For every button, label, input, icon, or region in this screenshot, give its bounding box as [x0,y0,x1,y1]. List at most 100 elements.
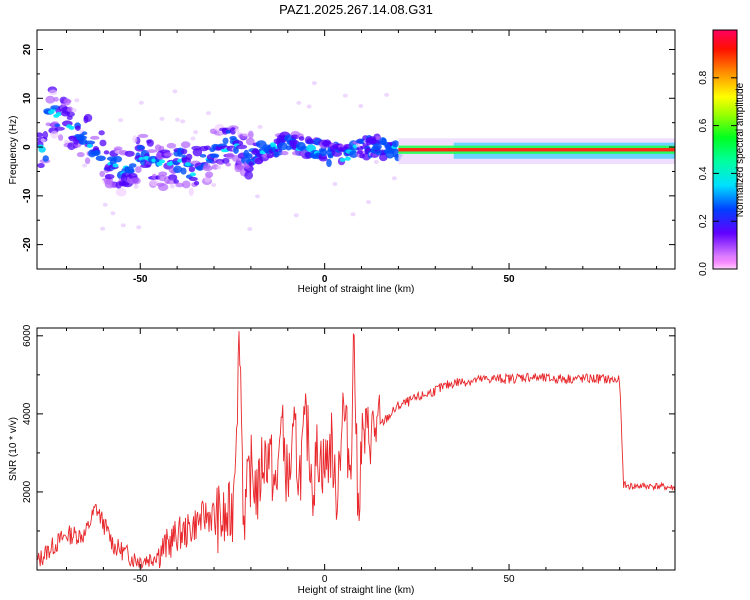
spectrogram-blob [375,135,381,141]
spectrogram-speckle [332,181,338,186]
spectrogram-speckle [40,138,46,143]
spectrogram-blob [185,153,193,161]
spectrogram-blob [180,167,187,175]
spectrogram-speckle [216,165,222,170]
spectrogram-xlabel: Height of straight line (km) [298,284,415,295]
spectrogram-blob [54,126,65,131]
snr-ticks: -50 0 50 2000 4000 6000 [22,324,675,585]
spectrogram-blob [124,150,135,157]
spectrogram-blob [48,89,58,96]
spectrogram-blob [225,129,232,134]
spectrogram-blob [191,145,202,151]
spectrogram-blob [127,168,135,174]
spectrogram-blob [266,154,274,159]
spectrogram-hot-spot [159,159,166,164]
spectrogram-speckle [100,226,106,231]
spectrogram-blob [236,144,248,150]
spectrogram-band-core [398,148,675,152]
snr-frame [36,327,676,571]
spectrogram-ylabel: Frequency (Hz) [8,116,19,185]
spectrogram-blob [379,153,388,162]
spectrogram-blob [173,179,179,184]
spectrogram-blob [103,150,110,155]
spectrogram-speckle [120,223,126,228]
snr-xlabel: Height of straight line (km) [298,585,415,596]
spectrogram-hot-spot [270,142,277,147]
spectrogram-blob [372,143,382,151]
spectrogram-xtick-label: 50 [503,274,515,285]
spectrogram-blob [137,133,149,139]
spectrogram-blob [318,156,328,162]
spectrogram-blob [50,130,59,139]
spectrogram-blob [173,160,179,166]
spectrogram-speckle [384,92,390,97]
spectrogram-speckle [234,128,240,133]
spectrogram-blob [247,130,254,139]
spectrogram-blob [244,171,254,180]
spectrogram-speckle [373,159,379,164]
spectrogram-blob [156,182,166,187]
spectrogram-speckle [180,119,186,124]
spectrogram-blob [54,123,61,128]
spectrogram-blob [205,171,214,179]
spectrogram-speckle [355,143,361,148]
spectrogram-hot-spot [339,157,346,162]
spectrogram-blob [84,140,96,145]
spectrogram-blob [245,153,253,159]
spectrogram-blob [58,134,64,141]
spectrogram-blob [38,146,46,153]
snr-ylabel: SNR (10 * v/v) [8,417,19,481]
spectrogram-blob [45,95,55,104]
spectrogram-blob [298,136,305,141]
snr-ytick-label: 2000 [22,480,33,503]
spectrogram-speckle [193,130,199,135]
spectrogram-hot-spot [344,156,351,161]
spectrogram-speckle [159,116,165,121]
spectrogram-speckle [293,213,299,218]
spectrogram-blob [225,162,232,167]
snr-panel: -50 0 50 2000 4000 6000 Height of straight li… [8,324,676,596]
spectrogram-blob [98,130,105,136]
spectrogram-speckle [247,227,253,232]
colorbar-tick-label: 0.6 [698,118,709,132]
spectrogram-ytick-label: 20 [22,44,33,56]
spectrogram-blob [42,130,49,140]
spectrogram-blob [83,113,93,123]
spectrogram-speckle [110,211,116,216]
spectrogram-speckle [306,104,312,109]
spectrogram-blob [188,166,196,173]
spectrogram-blob [245,137,255,146]
spectrogram-blob [306,138,315,144]
spectrogram-blob [130,177,141,185]
spectrogram-speckle [175,117,181,122]
spectrogram-blob [277,142,288,151]
spectrogram-xtick-label: 0 [322,274,328,285]
snr-ytick-label: 6000 [22,324,33,347]
spectrogram-speckle [102,202,108,207]
colorbar-label: Normalized spectral amplitude [735,82,746,217]
spectrogram-frame [36,29,676,270]
spectrogram-hot-spot [112,163,119,168]
spectrogram-speckle [311,81,317,86]
spectrogram-blob [95,155,106,162]
spectrogram-blob [99,170,105,178]
colorbar: 0.0 0.2 0.4 0.6 0.8 Normalized spectral ampl… [698,29,746,276]
spectrogram-blob [205,158,214,164]
spectrogram-blob [89,135,100,140]
spectrogram-speckle [172,89,178,94]
spectrogram-hot-spot [184,162,191,167]
spectrogram-blob [37,132,44,138]
figure-title: PAZ1.2025.267.14.08.G31 [279,2,433,17]
spectrogram-blob [248,161,254,167]
spectrogram-blob [188,187,194,196]
spectrogram-blob [76,152,85,158]
spectrogram-blob [37,163,45,169]
spectrogram-ticks: -50 0 50 -20 -10 0 10 20 [22,30,675,285]
spectrogram-blob [180,141,191,149]
colorbar-tick-label: 0.8 [698,70,709,84]
spectrogram-blob [221,157,230,164]
spectrogram-ytick-label: -10 [22,188,33,203]
spectrogram-blob [175,182,184,188]
spectrogram-speckle [391,176,397,181]
